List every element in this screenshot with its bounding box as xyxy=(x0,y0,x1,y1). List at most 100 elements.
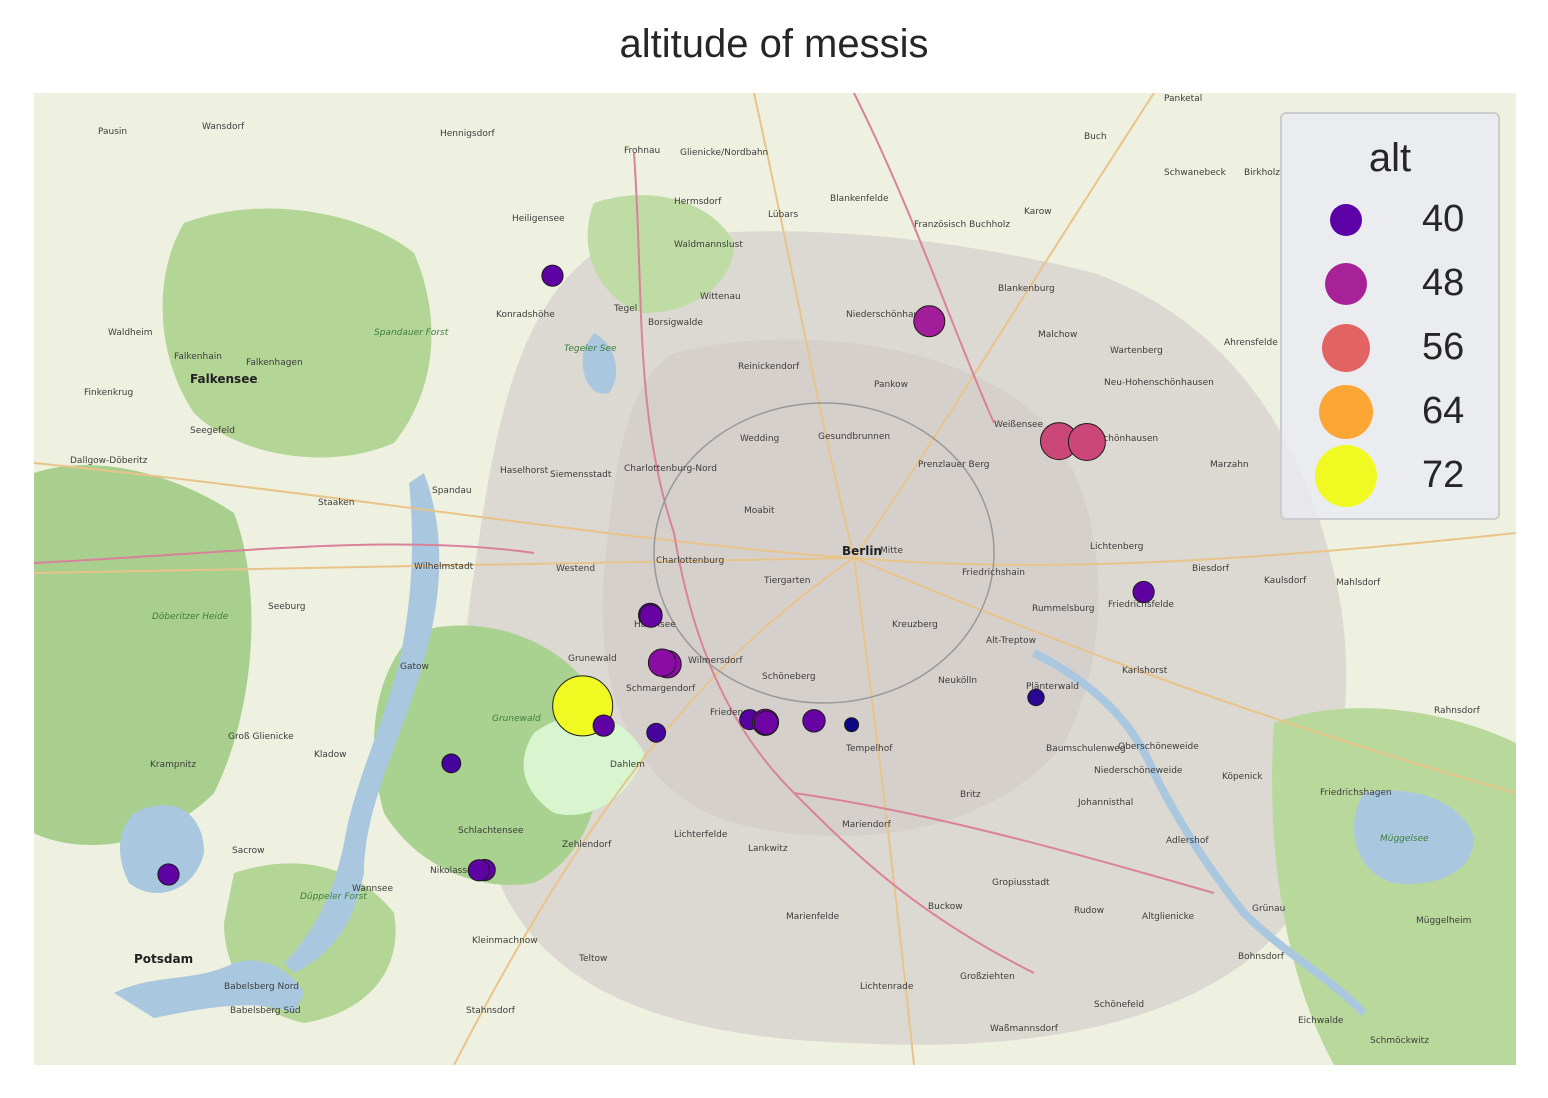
map-label-grunewald-forest: Grunewald xyxy=(492,714,541,724)
map-label-wansdorf: Wansdorf xyxy=(202,122,245,132)
map-label-wassmannsdorf: Waßmannsdorf xyxy=(990,1024,1059,1034)
legend-entry-72: 72 xyxy=(1282,445,1498,507)
scatter-point-14[interactable] xyxy=(753,710,779,736)
legend-label-64: 64 xyxy=(1422,390,1465,432)
scatter-point-11[interactable] xyxy=(646,722,667,743)
map-label-wannsee: Wannsee xyxy=(352,884,393,894)
map-label-marienfelde: Marienfelde xyxy=(786,912,840,922)
map-label-altglienicke: Altglienicke xyxy=(1142,912,1194,922)
scatter-point-21[interactable] xyxy=(157,863,180,886)
map-label-wittenau: Wittenau xyxy=(700,292,741,302)
scatter-point-0[interactable] xyxy=(541,264,564,287)
basemap: Berlin Potsdam Falkensee Spandau Teltow … xyxy=(34,93,1516,1065)
scatter-point-6[interactable] xyxy=(639,604,663,628)
map-label-gross-glienicke: Groß Glienicke xyxy=(228,732,294,742)
map-label-mahlsdorf: Mahlsdorf xyxy=(1336,578,1381,588)
map-label-mueggelheim: Müggelheim xyxy=(1416,916,1471,926)
map-label-falkensee: Falkensee xyxy=(190,372,257,386)
map-label-hennigsdorf: Hennigsdorf xyxy=(440,129,496,139)
map-label-hermsdorf: Hermsdorf xyxy=(674,197,722,207)
map-label-spandauer-forst: Spandauer Forst xyxy=(374,328,449,338)
map-label-falkenhagen: Falkenhagen xyxy=(246,358,303,368)
map-label-haselhorst: Haselhorst xyxy=(500,466,549,476)
map-label-siemensstadt: Siemensstadt xyxy=(550,470,612,480)
map-label-niederschoeneweide: Niederschöneweide xyxy=(1094,766,1183,776)
map-label-lichtenberg: Lichtenberg xyxy=(1090,542,1143,552)
map-label-wartenberg: Wartenberg xyxy=(1110,346,1163,356)
legend-label-56: 56 xyxy=(1422,326,1465,368)
forest-tegel xyxy=(587,195,734,313)
map-label-buch: Buch xyxy=(1084,132,1107,142)
legend-swatch-56 xyxy=(1322,324,1370,372)
ring-railway xyxy=(653,402,995,704)
map-label-karlshorst: Karlshorst xyxy=(1122,666,1168,676)
scatter-point-15[interactable] xyxy=(802,709,826,733)
map-label-schmargendorf: Schmargendorf xyxy=(626,684,696,694)
map-label-bohnsdorf: Bohnsdorf xyxy=(1238,952,1285,962)
major-roads xyxy=(34,93,1516,1065)
map-label-krampnitz: Krampnitz xyxy=(150,760,196,770)
map-label-teltow: Teltow xyxy=(578,954,607,964)
map-label-alt-treptow: Alt-Treptow xyxy=(986,636,1036,646)
chart-title: altitude of messis xyxy=(619,22,929,66)
map-label-rummelsburg: Rummelsburg xyxy=(1032,604,1095,614)
spree-river xyxy=(1032,649,1367,1016)
map-label-kreuzberg: Kreuzberg xyxy=(892,620,938,630)
map-label-zehlendorf: Zehlendorf xyxy=(562,840,612,850)
legend-swatch-40 xyxy=(1330,204,1362,236)
map-label-kaulsdorf: Kaulsdorf xyxy=(1264,576,1307,586)
map-label-eichwalde: Eichwalde xyxy=(1298,1016,1344,1026)
scatter-point-1[interactable] xyxy=(913,305,946,338)
map-label-potsdam: Potsdam xyxy=(134,952,193,966)
map-label-moabit: Moabit xyxy=(744,506,775,516)
map-label-mitte: Mitte xyxy=(880,546,903,556)
scatter-point-17[interactable] xyxy=(1027,688,1045,707)
forest-grunewald xyxy=(374,625,602,885)
map-label-kleinmachnow: Kleinmachnow xyxy=(472,936,538,946)
map-plot-area[interactable]: Berlin Potsdam Falkensee Spandau Teltow … xyxy=(34,93,1516,1065)
legend-label-40: 40 xyxy=(1422,198,1465,240)
havel-river xyxy=(284,473,440,973)
scatter-points xyxy=(157,264,1155,886)
scatter-point-20[interactable] xyxy=(467,859,490,882)
map-label-nikolassee: Nikolassee xyxy=(430,866,479,876)
scatter-point-16[interactable] xyxy=(844,717,860,733)
map-label-doberitzer-heide: Döberitzer Heide xyxy=(152,612,229,622)
map-label-reinickendorf: Reinickendorf xyxy=(738,362,800,372)
map-label-finkenkrug: Finkenkrug xyxy=(84,388,133,398)
map-label-pankow: Pankow xyxy=(874,380,908,390)
map-label-weissensee: Weißensee xyxy=(994,420,1044,430)
map-label-luebars: Lübars xyxy=(768,210,798,220)
map-label-falkenhain: Falkenhain xyxy=(174,352,222,362)
map-label-friedrichshain: Friedrichshain xyxy=(962,568,1025,578)
map-label-niederschoenhausen: Niederschönhausen xyxy=(846,310,935,320)
map-label-pausin: Pausin xyxy=(98,127,127,137)
map-label-dueppeler-forst: Düppeler Forst xyxy=(300,892,367,902)
map-label-dahlem: Dahlem xyxy=(610,760,645,770)
map-label-westend: Westend xyxy=(556,564,595,574)
map-label-schoenefeld: Schönefeld xyxy=(1094,1000,1144,1010)
scatter-point-18[interactable] xyxy=(441,753,462,774)
map-label-frohnau: Frohnau xyxy=(624,146,660,156)
scatter-point-4[interactable] xyxy=(1132,580,1155,604)
scatter-point-8[interactable] xyxy=(647,648,677,677)
map-label-lichterfelde: Lichterfelde xyxy=(674,830,728,840)
lake-tegel xyxy=(582,333,617,394)
map-label-wilmersdorf: Wilmersdorf xyxy=(688,656,743,666)
map-label-waldheim: Waldheim xyxy=(108,328,153,338)
map-label-malchow: Malchow xyxy=(1038,330,1077,340)
lake-west xyxy=(119,805,204,893)
map-label-charlottenburg: Charlottenburg xyxy=(656,556,724,566)
legend-entry-48: 48 xyxy=(1282,254,1498,314)
map-label-plaenterwald: Plänterwald xyxy=(1026,682,1079,692)
map-label-birkholz: Birkholz xyxy=(1244,168,1280,178)
legend-entry-40: 40 xyxy=(1282,190,1498,250)
map-label-alt-hohenschoenhausen: Alt-Hohenschönhausen xyxy=(1054,434,1158,444)
map-label-friedrichsfelde: Friedrichsfelde xyxy=(1108,600,1174,610)
map-label-staaken: Staaken xyxy=(318,498,354,508)
map-label-gropiusstadt: Gropiusstadt xyxy=(992,878,1050,888)
map-label-tegeler-see: Tegeler See xyxy=(564,344,617,354)
scatter-point-10[interactable] xyxy=(592,714,615,737)
legend-entry-64: 64 xyxy=(1282,382,1498,442)
scatter-point-3[interactable] xyxy=(1067,423,1106,461)
